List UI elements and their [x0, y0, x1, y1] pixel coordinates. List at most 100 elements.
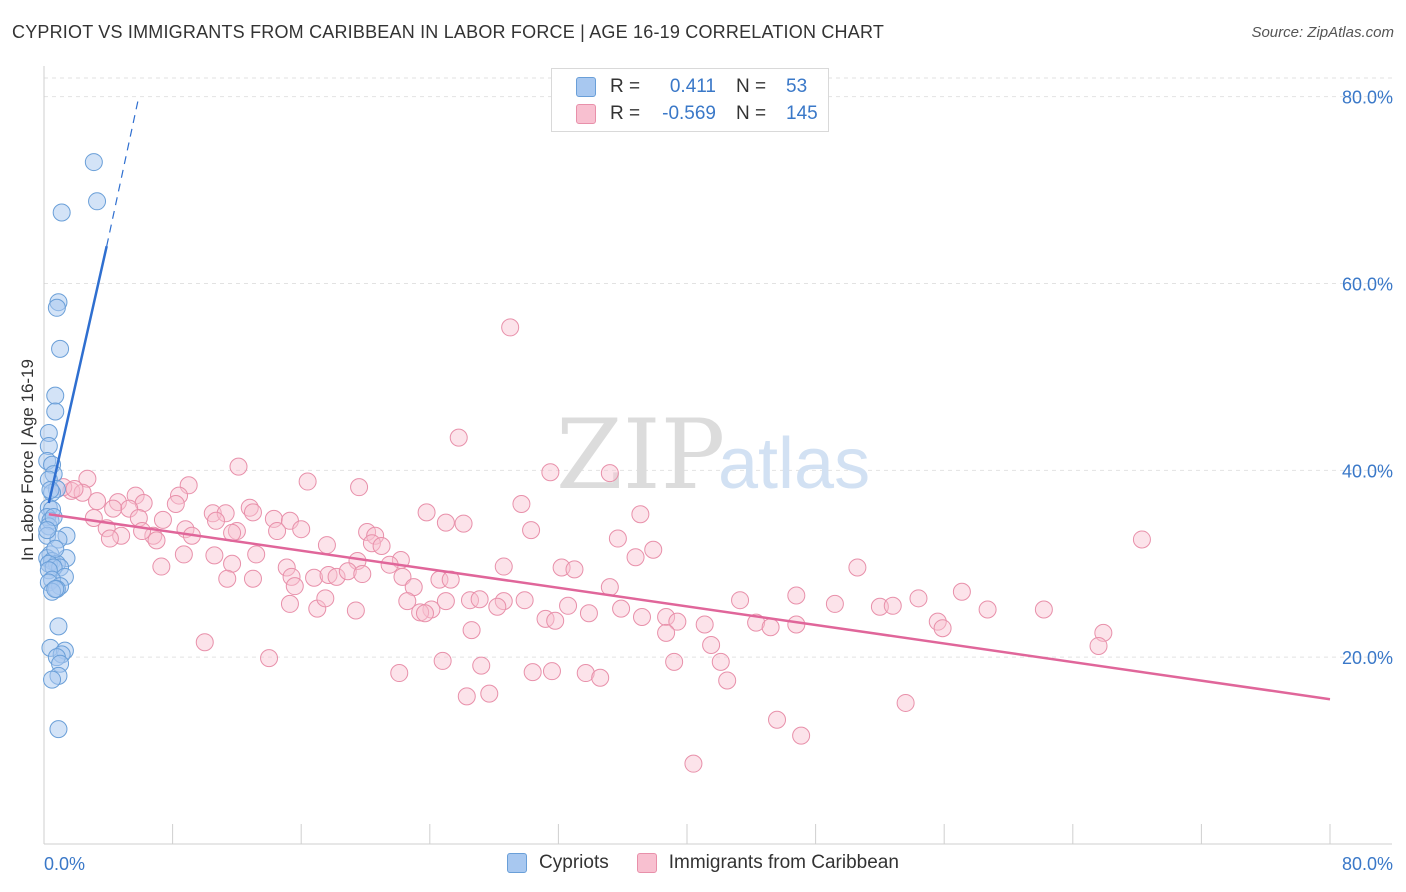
caribbean-point [398, 592, 417, 611]
n-value: 145 [786, 103, 818, 124]
caribbean-point [298, 472, 317, 491]
caribbean-point [316, 589, 335, 608]
cypriot-point [47, 298, 66, 317]
y-tick-label: 80.0% [1342, 88, 1393, 108]
legend-item-caribbean[interactable]: Immigrants from Caribbean [636, 852, 899, 874]
caribbean-point [657, 608, 676, 627]
caribbean-point [978, 600, 997, 619]
caribbean-point [292, 520, 311, 539]
chart-title: CYPRIOT VS IMMIGRANTS FROM CARIBBEAN IN … [12, 22, 885, 42]
caribbean-point [260, 649, 279, 668]
cypriot-point [88, 192, 107, 211]
caribbean-point [542, 662, 561, 681]
caribbean-point [494, 557, 513, 576]
caribbean-point [512, 494, 531, 513]
caribbean-point [870, 597, 889, 616]
caribbean-point [632, 608, 651, 627]
caribbean-point [472, 656, 491, 675]
caribbean-point [104, 499, 123, 518]
caribbean-point [166, 494, 185, 513]
caribbean-point [372, 537, 391, 556]
caribbean-point [522, 521, 541, 540]
x-tick-label: 80.0% [1342, 854, 1393, 874]
caribbean-point [243, 569, 262, 588]
caribbean-point [480, 684, 499, 703]
caribbean-point [415, 604, 434, 623]
cypriot-point [46, 579, 65, 598]
caribbean-point [684, 754, 703, 773]
caribbean-point [488, 597, 507, 616]
n-value: 53 [786, 76, 808, 97]
x-tick-label: 0.0% [44, 854, 85, 874]
caribbean-point [792, 726, 811, 745]
legend-swatch-cypriots [576, 77, 596, 97]
caribbean-point [600, 464, 619, 483]
caribbean-point [631, 505, 650, 524]
caribbean-point [120, 499, 139, 518]
caribbean-point [195, 633, 214, 652]
legend-item-cypriots[interactable]: Cypriots [507, 852, 609, 874]
grid-layer [44, 77, 1392, 658]
cypriot-point [49, 617, 68, 636]
caribbean-point [338, 562, 357, 581]
caribbean-point [462, 621, 481, 640]
caribbean-point [346, 601, 365, 620]
tick-labels: 20.0% 40.0% 60.0% 80.0% 0.0% 80.0% [44, 88, 1393, 874]
caribbean-point [205, 546, 224, 565]
caribbean-point [390, 664, 409, 683]
caribbean-point [100, 529, 119, 548]
r-label: R = [610, 76, 641, 97]
caribbean-point [470, 590, 489, 609]
cypriot-trend-line [47, 245, 108, 504]
caribbean-point [541, 463, 560, 482]
caribbean-point [600, 578, 619, 597]
caribbean-point [668, 612, 687, 631]
cypriot-point [46, 386, 65, 405]
r-label: R = [610, 103, 641, 124]
cypriot-point [51, 339, 70, 358]
caribbean-point [436, 513, 455, 532]
caribbean-point [436, 592, 455, 611]
caribbean-point [65, 480, 84, 499]
stats-legend: R = 0.411 N = 53 R = -0.569 N = 145 [551, 68, 829, 132]
caribbean-point [433, 651, 452, 670]
caribbean-point [327, 567, 346, 586]
caribbean-point [350, 478, 369, 497]
cypriot-point [49, 720, 68, 739]
watermark-atlas: atlas [718, 424, 870, 504]
legend-label-cypriots: Cypriots [539, 852, 609, 873]
caribbean-point [761, 618, 780, 637]
caribbean-point [147, 531, 166, 550]
caribbean-point [223, 554, 242, 573]
caribbean-point [133, 522, 152, 541]
caribbean-point [305, 568, 324, 587]
y-axis-label: In Labor Force | Age 16-19 [18, 359, 37, 561]
legend-label-caribbean: Immigrants from Caribbean [668, 852, 899, 873]
caribbean-point [457, 687, 476, 706]
caribbean-point [317, 536, 336, 555]
caribbean-point [626, 548, 645, 567]
caribbean-point [280, 594, 299, 613]
caribbean-point [247, 545, 266, 564]
caribbean-trend-line [48, 513, 1331, 701]
caribbean-point [268, 522, 287, 541]
caribbean-point [285, 577, 304, 596]
caribbean-point [523, 663, 542, 682]
cypriot-trend-extension [106, 96, 140, 247]
caribbean-point [711, 652, 730, 671]
y-tick-label: 40.0% [1342, 461, 1393, 481]
r-value: 0.411 [669, 76, 716, 97]
caribbean-point [665, 652, 684, 671]
caribbean-point [264, 509, 283, 528]
cypriot-point [43, 670, 62, 689]
caribbean-point [731, 591, 750, 610]
caribbean-point [591, 668, 610, 687]
legend-row-cypriots: R = 0.411 N = 53 [576, 75, 807, 99]
n-label: N = [736, 76, 767, 97]
source-label: Source: ZipAtlas.com [1251, 24, 1394, 41]
caribbean-point [787, 615, 806, 634]
cypriot-point [84, 153, 103, 172]
caribbean-point [608, 529, 627, 548]
caribbean-point [768, 710, 787, 729]
